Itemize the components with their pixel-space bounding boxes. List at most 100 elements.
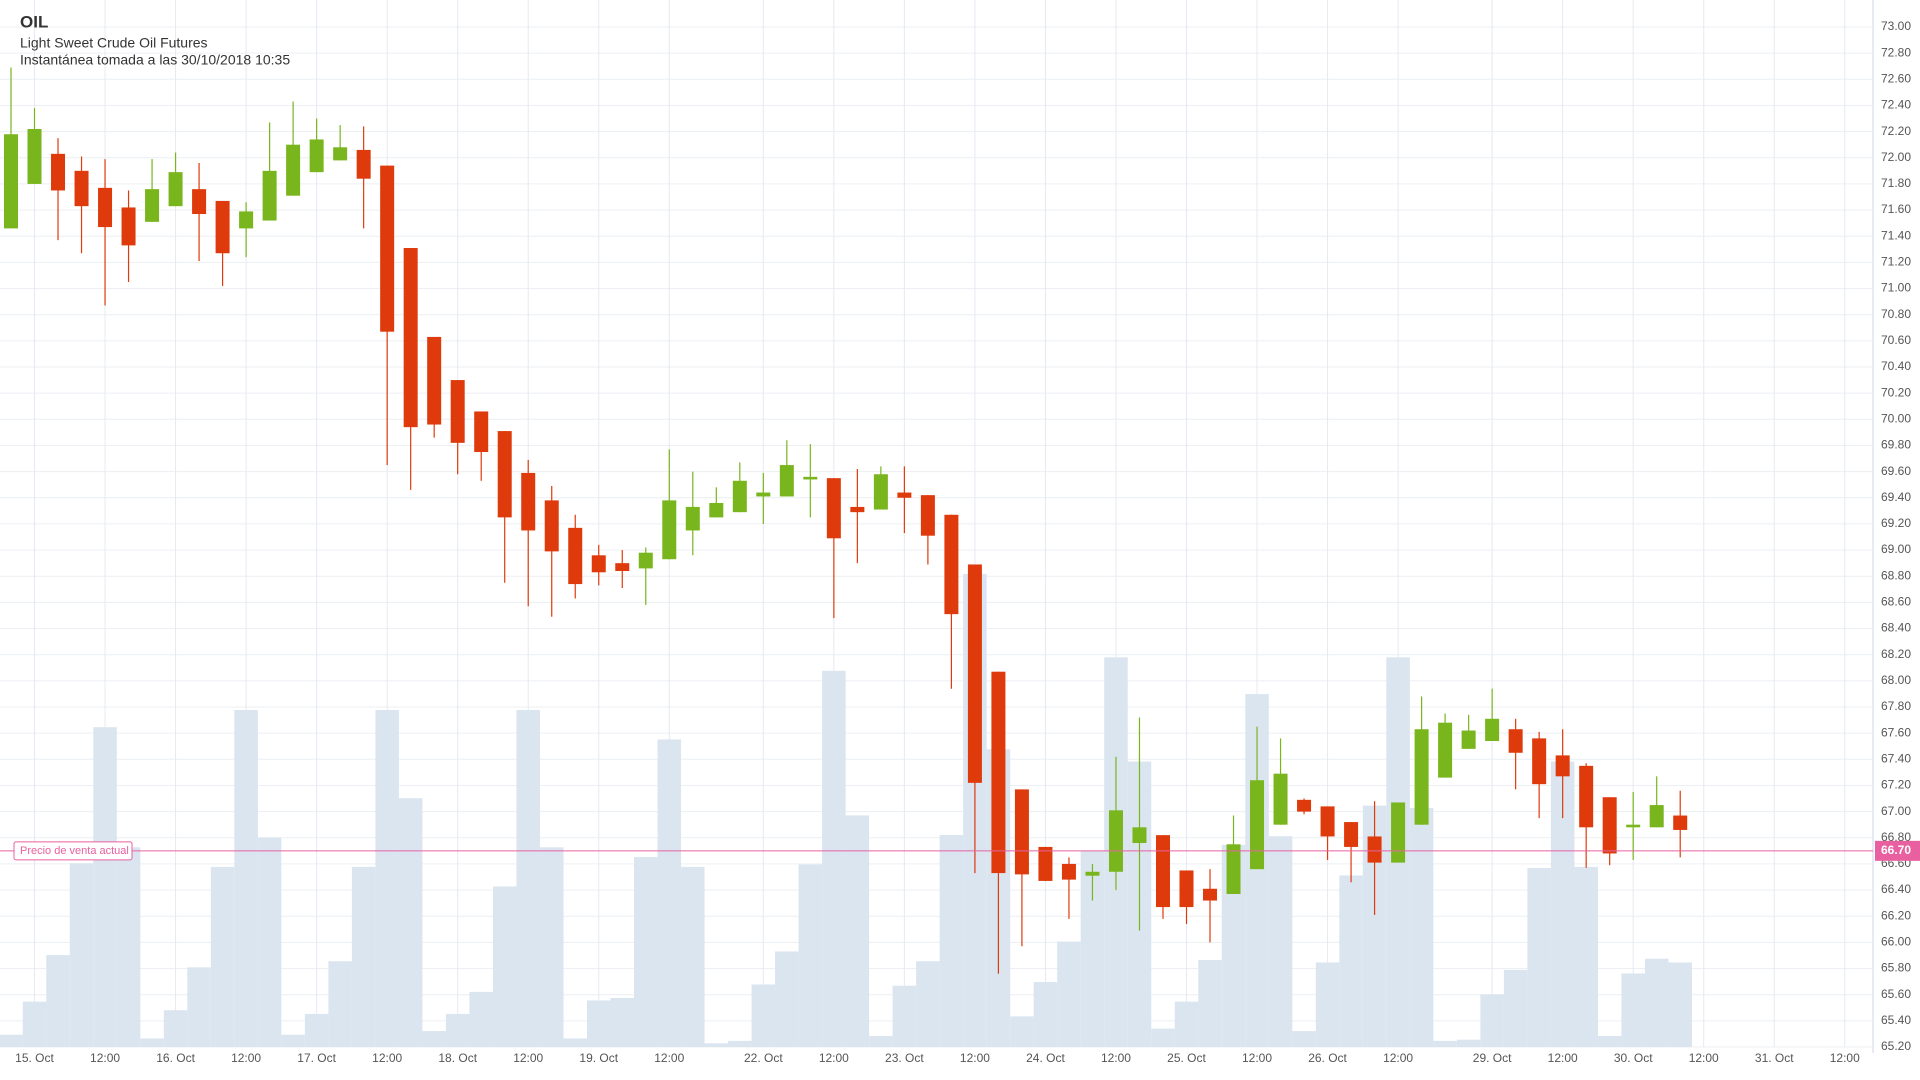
volume-bar [1597,1035,1622,1047]
volume-bar [1433,1040,1457,1047]
volume-bar [1080,850,1105,1047]
candle-body [168,172,183,207]
x-tick-label: 12:00 [960,1051,990,1065]
y-tick-label: 65.20 [1881,1039,1911,1053]
y-tick-label: 70.20 [1881,385,1911,399]
candle-body [1273,773,1288,825]
y-tick-label: 66.40 [1881,882,1911,896]
volume-bar [869,1035,893,1047]
y-tick-label: 68.00 [1881,673,1911,687]
candle-body [427,336,442,425]
candle-body [474,411,489,452]
y-tick-label: 70.80 [1881,307,1911,321]
candle-body [732,480,747,513]
volume-bar [1480,994,1504,1047]
x-tick-label: 16. Oct [156,1051,195,1065]
x-tick-label: 12:00 [654,1051,684,1065]
y-tick-label: 68.60 [1881,595,1911,609]
candle-body [1250,780,1265,870]
volume-bar [563,1038,587,1047]
volume-bar [445,1013,470,1047]
y-tick-label: 69.00 [1881,542,1911,556]
candle-body [638,552,653,569]
candle-body [121,207,136,246]
candle-body [779,465,794,497]
x-tick-label: 26. Oct [1308,1051,1347,1065]
y-tick-label: 67.20 [1881,778,1911,792]
volume-bar [539,847,564,1047]
y-tick-label: 68.40 [1881,621,1911,635]
y-tick-label: 67.40 [1881,751,1911,765]
y-tick-label: 68.80 [1881,568,1911,582]
candle-body [850,506,865,513]
candle-body [967,564,982,783]
x-tick-label: 19. Oct [579,1051,618,1065]
volume-bar [1010,1016,1034,1047]
volume-bar [46,955,70,1047]
y-tick-label: 67.60 [1881,725,1911,739]
volume-bar [1574,866,1598,1047]
volume-bar [1198,959,1222,1047]
volume-layer [0,574,1692,1047]
candle-body [286,144,301,196]
volume-bar [751,984,776,1047]
x-tick-label: 12:00 [90,1051,120,1065]
candle-body [403,248,418,428]
candle-body [1038,846,1053,881]
x-tick-label: 17. Oct [297,1051,336,1065]
volume-bar [492,886,517,1047]
volume-bar [1550,761,1575,1047]
candle-body [1579,765,1594,828]
volume-bar [351,866,376,1047]
candle-body [709,503,724,518]
candle-body [1155,835,1170,908]
x-tick-label: 12:00 [231,1051,261,1065]
volume-bar [634,857,658,1047]
candle-body [74,170,89,207]
candle-body [262,170,277,221]
volume-bar [1527,868,1551,1047]
candle-body [1085,871,1100,876]
chart-title: OIL [20,12,48,31]
candle-body [1226,844,1241,894]
volume-bar [1456,1039,1481,1047]
candle-body [826,478,841,539]
y-tick-label: 70.00 [1881,411,1911,425]
candle-body [803,476,818,480]
volume-bar [210,866,235,1047]
volume-bar [1503,969,1528,1047]
candle-body [662,500,677,560]
volume-bar [1033,982,1058,1047]
y-tick-label: 67.00 [1881,804,1911,818]
volume-bar [163,1010,188,1047]
candle-body [920,495,935,536]
candle-body [1438,722,1453,778]
volume-bar [822,670,846,1047]
candle-body [497,431,512,518]
candle-body [333,147,348,161]
current-price-tag: Precio de venta actual [20,845,129,857]
candle-body [1391,802,1406,863]
y-tick-label: 68.20 [1881,647,1911,661]
candle-body [1555,755,1570,777]
candle-layer [4,67,1688,974]
y-tick-label: 69.60 [1881,464,1911,478]
candle-body [1297,799,1312,812]
y-tick-label: 65.60 [1881,987,1911,1001]
volume-bar [586,1000,611,1047]
x-tick-label: 29. Oct [1473,1051,1512,1065]
y-tick-label: 72.20 [1881,124,1911,138]
overlay-layer: Precio de venta actual 66.70 [0,840,1920,861]
volume-bar [1621,973,1645,1047]
candle-body [309,139,324,173]
candle-body [897,492,912,498]
candle-body [1061,863,1076,880]
candle-body [380,165,395,332]
candle-body [1203,888,1218,901]
candle-body [239,211,254,229]
y-tick-label: 69.40 [1881,490,1911,504]
volume-bar [845,815,870,1047]
x-tick-label: 12:00 [1548,1051,1578,1065]
